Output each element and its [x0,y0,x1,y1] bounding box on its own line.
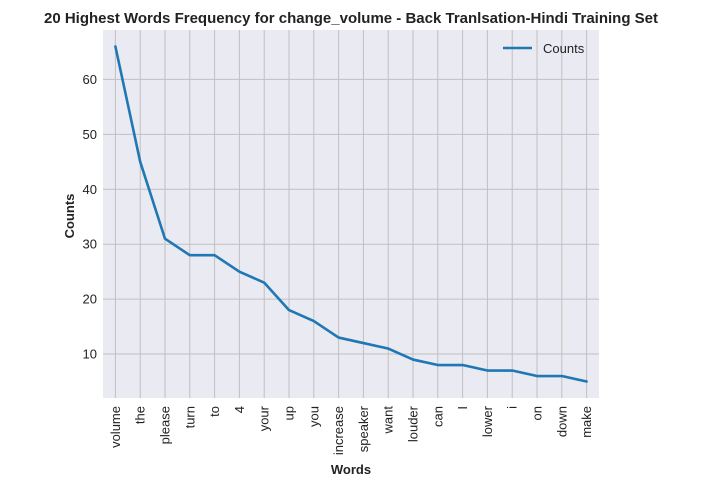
y-axis: 10 20 30 40 50 60 [83,72,97,362]
x-tick-label: volume [108,406,123,448]
series-layer [114,45,588,383]
x-tick-label: your [257,405,272,431]
x-tick-label: up [282,406,297,420]
series-line [114,45,588,383]
x-axis: volume the please turn to 4 your up you increase s… [108,405,594,455]
x-tick-label: can [430,406,445,427]
x-tick-label: i [505,406,520,409]
x-tick-label: down [554,406,569,437]
y-tick-label: 50 [83,127,97,142]
x-tick-label: want [381,406,396,435]
y-axis-label: Counts [62,194,77,239]
y-tick-label: 10 [83,347,97,362]
x-tick-label: on [530,406,545,420]
legend-label: Counts [543,41,585,56]
x-tick-label: increase [331,406,346,455]
x-tick-label: turn [182,406,197,428]
chart-title: 20 Highest Words Frequency for change_vo… [44,10,658,27]
plot-area [103,30,599,398]
x-tick-label: 4 [232,406,247,413]
x-tick-label: lower [480,405,495,437]
x-axis-label: Words [331,462,371,477]
y-tick-label: 40 [83,182,97,197]
x-tick-label: to [207,406,222,417]
x-tick-label: speaker [356,405,371,452]
grid [103,30,599,398]
x-tick-label: please [158,406,173,444]
x-tick-label: louder [406,405,421,442]
y-tick-label: 60 [83,72,97,87]
x-tick-label: the [133,406,148,424]
x-tick-label: you [306,406,321,427]
x-tick-label: I [455,406,470,410]
y-tick-label: 20 [83,292,97,307]
y-tick-label: 30 [83,237,97,252]
legend: Counts [503,41,585,56]
x-tick-label: make [579,406,594,438]
